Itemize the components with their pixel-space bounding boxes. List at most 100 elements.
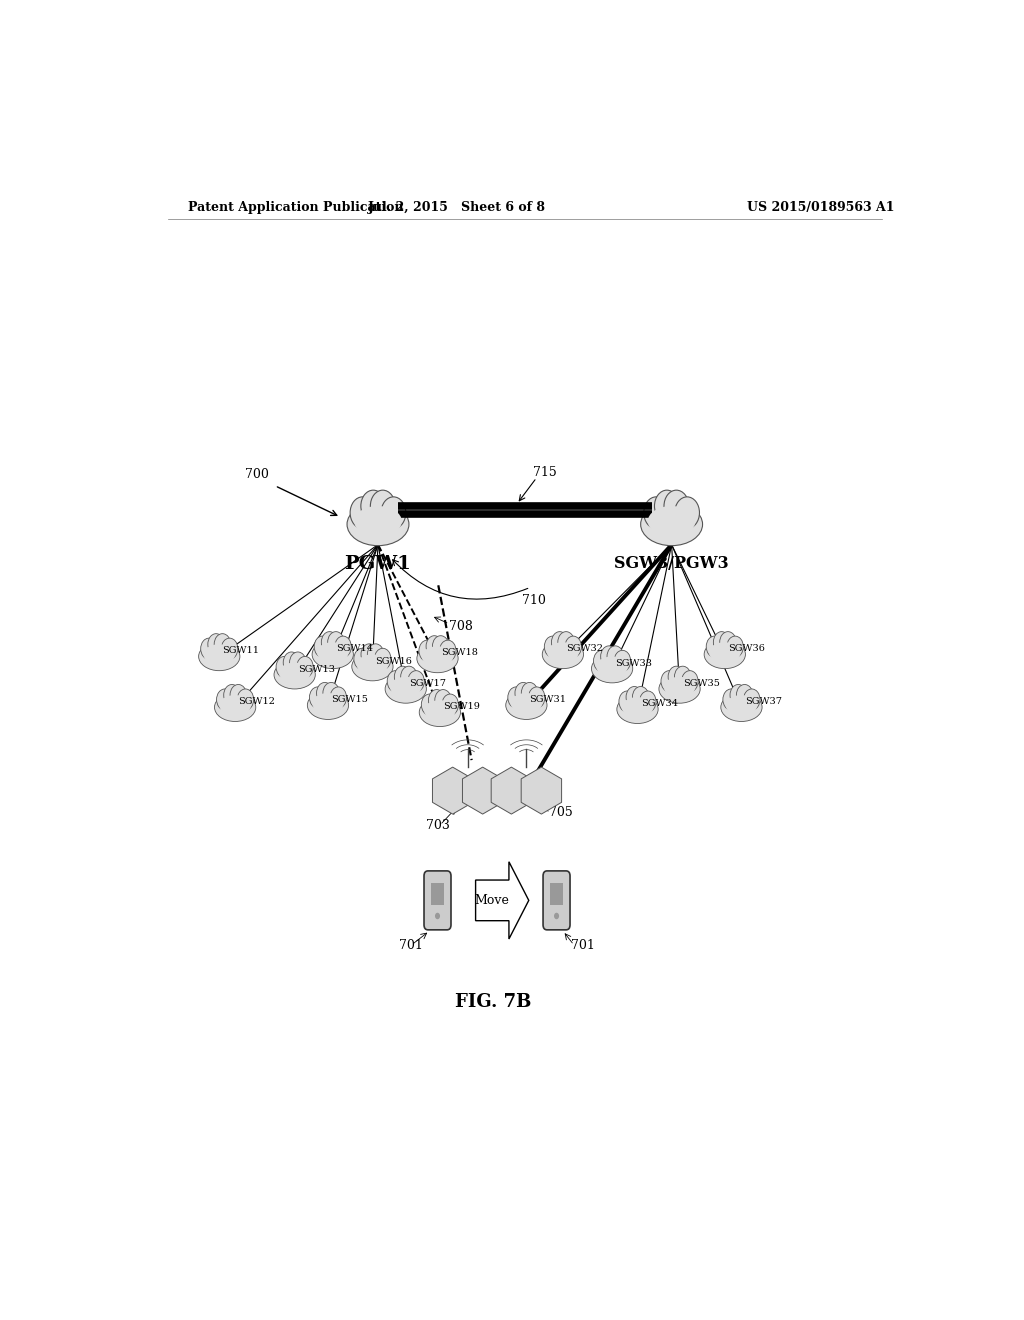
Circle shape	[201, 638, 217, 659]
FancyBboxPatch shape	[424, 871, 451, 929]
Circle shape	[419, 640, 435, 661]
Ellipse shape	[543, 640, 584, 669]
Ellipse shape	[279, 663, 310, 682]
Text: SGW37: SGW37	[744, 697, 781, 706]
Circle shape	[594, 651, 610, 672]
Text: Patent Application Publication: Patent Application Publication	[187, 201, 403, 214]
Ellipse shape	[641, 503, 702, 545]
Circle shape	[660, 671, 678, 692]
Text: Move: Move	[475, 894, 510, 907]
Circle shape	[521, 682, 538, 704]
Circle shape	[330, 686, 346, 708]
Circle shape	[368, 644, 384, 665]
Ellipse shape	[547, 643, 579, 663]
Polygon shape	[492, 767, 531, 814]
Ellipse shape	[622, 697, 653, 718]
Circle shape	[435, 689, 452, 710]
Ellipse shape	[721, 693, 762, 722]
Text: SGW32: SGW32	[566, 644, 603, 653]
Ellipse shape	[356, 655, 388, 675]
Circle shape	[515, 682, 531, 704]
Circle shape	[730, 685, 746, 706]
Text: PGW1: PGW1	[344, 554, 412, 573]
Circle shape	[214, 634, 230, 655]
Circle shape	[221, 638, 238, 659]
Text: 710: 710	[522, 594, 546, 607]
Ellipse shape	[316, 643, 348, 663]
Circle shape	[644, 496, 669, 528]
Text: SGW11: SGW11	[222, 647, 259, 656]
Circle shape	[508, 686, 524, 708]
Text: FIG. 7B: FIG. 7B	[455, 993, 531, 1011]
Ellipse shape	[596, 656, 628, 677]
Text: 715: 715	[532, 466, 556, 479]
Ellipse shape	[511, 693, 543, 713]
Circle shape	[558, 632, 574, 653]
Circle shape	[528, 686, 545, 708]
Circle shape	[421, 694, 438, 715]
Circle shape	[323, 682, 339, 704]
Circle shape	[309, 686, 326, 708]
Circle shape	[565, 636, 582, 657]
Circle shape	[316, 682, 333, 704]
Circle shape	[297, 656, 313, 677]
Circle shape	[400, 667, 417, 688]
Circle shape	[442, 694, 459, 715]
Ellipse shape	[312, 693, 344, 713]
Text: SGW15: SGW15	[331, 696, 368, 704]
Circle shape	[654, 490, 679, 521]
Circle shape	[276, 656, 293, 677]
Circle shape	[350, 496, 375, 528]
Text: SGW17: SGW17	[409, 678, 445, 688]
Circle shape	[371, 490, 395, 521]
FancyBboxPatch shape	[550, 883, 563, 904]
Circle shape	[736, 685, 753, 706]
Text: SGW35: SGW35	[683, 678, 720, 688]
Polygon shape	[432, 767, 473, 814]
Circle shape	[618, 690, 636, 711]
Circle shape	[428, 689, 445, 710]
Circle shape	[314, 636, 331, 657]
Circle shape	[439, 640, 456, 661]
Circle shape	[633, 686, 649, 708]
Ellipse shape	[417, 644, 458, 673]
Circle shape	[601, 645, 617, 667]
Ellipse shape	[664, 677, 695, 697]
Circle shape	[614, 651, 631, 672]
Ellipse shape	[592, 655, 633, 682]
Ellipse shape	[506, 690, 547, 719]
Text: 700: 700	[246, 467, 269, 480]
Circle shape	[328, 632, 344, 653]
Text: 703: 703	[426, 820, 451, 832]
Circle shape	[375, 648, 391, 669]
Ellipse shape	[709, 643, 740, 663]
Ellipse shape	[424, 700, 456, 721]
Ellipse shape	[422, 647, 454, 667]
Text: Jul. 2, 2015   Sheet 6 of 8: Jul. 2, 2015 Sheet 6 of 8	[369, 201, 547, 214]
Circle shape	[408, 671, 424, 692]
Text: SGW19: SGW19	[443, 702, 480, 711]
Ellipse shape	[419, 698, 461, 726]
Circle shape	[723, 689, 739, 710]
Ellipse shape	[199, 643, 240, 671]
Circle shape	[208, 634, 224, 655]
Ellipse shape	[274, 660, 315, 689]
Circle shape	[381, 496, 406, 528]
Circle shape	[238, 689, 254, 710]
Text: US 2015/0189563 A1: US 2015/0189563 A1	[748, 201, 895, 214]
Circle shape	[682, 671, 698, 692]
Circle shape	[361, 644, 378, 665]
Circle shape	[727, 636, 743, 657]
Ellipse shape	[347, 503, 409, 545]
Circle shape	[707, 636, 723, 657]
Circle shape	[668, 667, 685, 688]
Circle shape	[714, 632, 730, 653]
Circle shape	[223, 685, 241, 706]
Text: SGW12: SGW12	[239, 697, 275, 706]
Ellipse shape	[648, 506, 695, 536]
Text: SGW31: SGW31	[529, 696, 566, 704]
Text: 701: 701	[399, 939, 423, 952]
Circle shape	[322, 632, 338, 653]
Text: 705: 705	[549, 807, 572, 818]
Text: SGW13: SGW13	[298, 665, 335, 673]
